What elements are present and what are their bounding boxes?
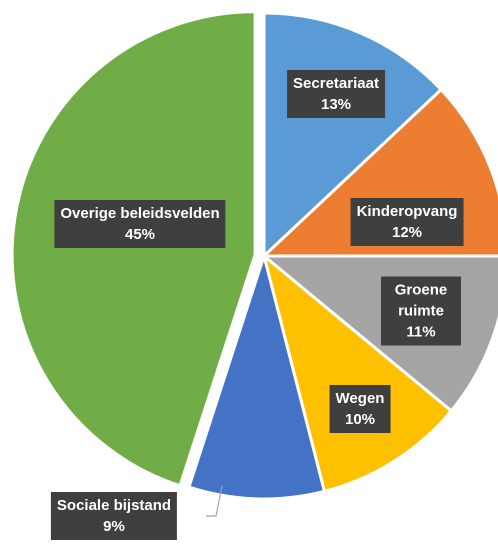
value-label: 10%	[344, 411, 376, 428]
value-label: 13%	[320, 96, 352, 113]
data-label: Overige beleidsvelden 45%	[54, 200, 226, 248]
category-label: Kinderopvang	[356, 203, 458, 220]
data-label: Secretariaat 13%	[287, 70, 385, 118]
category-label: Sociale bijstand	[56, 497, 172, 514]
value-label: 11%	[406, 323, 436, 341]
value-label: 9%	[103, 518, 125, 535]
pie-slice	[187, 250, 327, 501]
data-label: Sociale bijstand 9%	[50, 492, 178, 540]
data-label: Wegen 10%	[329, 385, 391, 433]
category-label: Wegen	[335, 390, 385, 407]
category-label: Overige beleidsvelden	[60, 205, 220, 222]
leader-line	[206, 485, 223, 517]
pie-slice	[10, 10, 257, 488]
value-label: 12%	[391, 224, 423, 241]
value-label: 45%	[124, 226, 156, 243]
category-label: Secretariaat	[293, 75, 379, 92]
category-label: Groene ruimte	[394, 281, 448, 320]
data-label: Kinderopvang 12%	[350, 198, 464, 246]
data-label: Groene ruimte 11%	[381, 276, 461, 346]
